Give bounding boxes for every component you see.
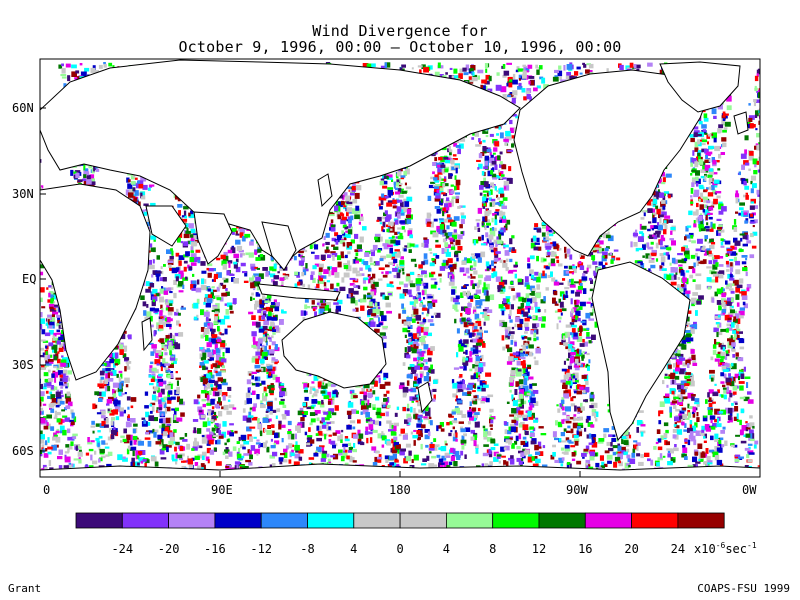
lat-label-60s: 60S bbox=[12, 444, 34, 458]
map-title: Wind Divergence for bbox=[312, 22, 488, 40]
new-zealand bbox=[417, 381, 433, 414]
indochina bbox=[261, 221, 297, 271]
north-america bbox=[513, 69, 711, 257]
africa bbox=[40, 183, 151, 381]
eurasia bbox=[40, 59, 521, 265]
colorbar-swatch bbox=[677, 512, 725, 529]
lon-label-0: 0 bbox=[43, 483, 50, 497]
australia bbox=[281, 311, 387, 389]
lon-label-180: 180 bbox=[389, 483, 411, 497]
colorbar-swatch bbox=[214, 512, 262, 529]
colorbar-swatches bbox=[75, 512, 725, 529]
lat-label-30s: 30S bbox=[12, 358, 34, 372]
colorbar-swatch bbox=[492, 512, 540, 529]
colorbar-tick-label: 8 bbox=[489, 542, 496, 556]
lat-label-30n: 30N bbox=[12, 187, 34, 201]
colorbar-tick-label: -24 bbox=[111, 542, 133, 556]
colorbar-units: x10-6sec-1 bbox=[694, 541, 757, 556]
japan bbox=[317, 173, 333, 208]
colorbar-tick-label: -16 bbox=[204, 542, 226, 556]
india bbox=[193, 211, 233, 265]
greenland bbox=[659, 61, 741, 113]
colorbar-swatch bbox=[121, 512, 170, 529]
indonesia bbox=[257, 283, 341, 301]
colorbar-tick-label: 0 bbox=[396, 542, 403, 556]
colorbar-tick-label: 4 bbox=[443, 542, 450, 556]
colorbar-swatch bbox=[631, 512, 679, 529]
lat-label-60n: 60N bbox=[12, 101, 34, 115]
colorbar-tick-label: 12 bbox=[532, 542, 546, 556]
lon-label-0w: 0W bbox=[742, 483, 757, 497]
colorbar-tick-label: 4 bbox=[350, 542, 357, 556]
colorbar-tick-label: -12 bbox=[250, 542, 272, 556]
colorbar-tick-labels: -24 -20 -16 -12 -8 4 0 4 8 12 16 20 24 bbox=[111, 542, 685, 556]
colorbar-tick-label: 20 bbox=[624, 542, 638, 556]
colorbar-swatch bbox=[353, 512, 401, 529]
author-credit: Grant bbox=[8, 582, 42, 595]
colorbar-swatch bbox=[260, 512, 308, 529]
swath-track bbox=[695, 67, 760, 475]
british-isles bbox=[733, 111, 749, 135]
colorbar-tick-label: 16 bbox=[578, 542, 592, 556]
madagascar bbox=[141, 317, 153, 352]
lon-label-90e: 90E bbox=[211, 483, 233, 497]
swath-track bbox=[387, 64, 474, 475]
arabia bbox=[145, 205, 187, 247]
colorbar-swatch bbox=[75, 512, 123, 529]
colorbar-tick-label: -20 bbox=[158, 542, 180, 556]
colorbar-tick-label: 24 bbox=[671, 542, 685, 556]
lat-label-eq: EQ bbox=[22, 272, 36, 286]
colorbar-swatch bbox=[168, 512, 216, 529]
continents bbox=[40, 59, 760, 477]
latitude-axis: 60N 30N EQ 30S 60S bbox=[12, 101, 46, 458]
colorbar: -24 -20 -16 -12 -8 4 0 4 8 12 16 20 24 x10-6sec-1 bbox=[75, 512, 757, 556]
south-america bbox=[591, 261, 691, 442]
longitude-axis: 0 90E 180 90W 0W bbox=[43, 471, 757, 497]
map-date-range: October 9, 1996, 00:00 – October 10, 199… bbox=[178, 38, 622, 56]
colorbar-swatch bbox=[584, 512, 632, 529]
colorbar-tick-label: -8 bbox=[300, 542, 314, 556]
lon-label-90w: 90W bbox=[566, 483, 588, 497]
colorbar-swatch bbox=[538, 512, 586, 529]
colorbar-swatch bbox=[399, 512, 447, 529]
institution-credit: COAPS-FSU 1999 bbox=[697, 582, 790, 595]
colorbar-swatch bbox=[445, 512, 494, 529]
map-content bbox=[40, 59, 760, 477]
colorbar-swatch bbox=[307, 512, 355, 529]
